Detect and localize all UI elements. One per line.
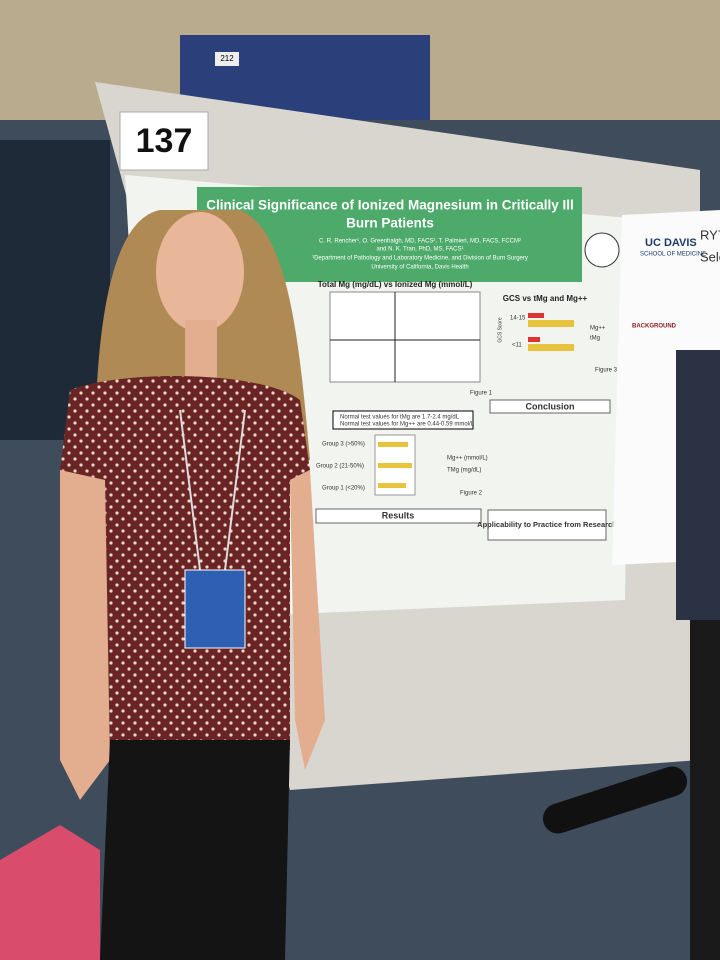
legend: tMg [590, 336, 600, 342]
badge [184, 569, 246, 649]
bar [528, 313, 544, 318]
section-title: Conclusion [526, 401, 575, 411]
bar [528, 337, 540, 342]
legend: TMg (mg/dL) [447, 468, 481, 474]
arm [60, 470, 110, 800]
legend: Mg++ [590, 326, 606, 332]
number: 137 [136, 122, 193, 160]
authors: C. R. Rencher¹, O. Greenhalgh, MD, FACS²… [319, 239, 521, 245]
authors: and N. K. Tran, PhD, MS, FACS¹ [376, 247, 463, 253]
group-label: Group 3 (>50%) [322, 442, 365, 448]
figure-title: GCS vs tMg and Mg++ [503, 294, 588, 303]
heading: BACKGROUND [632, 324, 677, 330]
caption: Figure 3 [595, 368, 618, 374]
group-label: Group 2 (21-50%) [316, 464, 364, 470]
section-title: Applicability to Practice from Research [477, 520, 617, 529]
backpack [0, 825, 100, 960]
university: University of California, Davis Health [371, 265, 468, 271]
bar [378, 483, 406, 488]
legend: Mg++ (mmol/L) [447, 456, 488, 462]
section-header [489, 399, 611, 414]
pants [100, 740, 290, 960]
title-fragment: RY7 [700, 227, 720, 242]
normal-text: Normal test values for Mg++ are 0.44-0.5… [340, 422, 475, 428]
bystander-legs [690, 620, 720, 960]
axis-label: GCS Score [497, 317, 503, 343]
category: 14-15 [510, 316, 526, 322]
logo: UC DAVIS [645, 237, 697, 249]
lanyard [179, 409, 201, 571]
normals-box [332, 410, 474, 430]
bar [528, 344, 574, 351]
category: <11 [512, 343, 522, 349]
bar [528, 320, 574, 327]
face [156, 212, 244, 332]
subtitle-fragment: Sele [700, 249, 720, 264]
section-sign: 212 [220, 54, 234, 63]
lanyard [224, 409, 246, 571]
bar [378, 442, 408, 447]
bar [378, 463, 412, 468]
figure-title: Total Mg (mg/dL) vs Ionized Mg (mmol/L) [318, 280, 473, 289]
number-sign [119, 111, 209, 171]
shirt [60, 376, 310, 755]
section-title: Results [382, 510, 415, 520]
neck [185, 320, 217, 380]
section-header [487, 509, 607, 541]
poster-title: Burn Patients [346, 216, 434, 231]
bystander [676, 350, 720, 620]
seal [584, 232, 620, 268]
poster-tube [542, 766, 688, 834]
caption: Figure 2 [460, 491, 483, 497]
caption: Figure 1 [470, 391, 493, 397]
normal-text: Normal test values for tMg are 1.7-2.4 m… [340, 415, 460, 421]
arm [290, 470, 325, 770]
group-label: Group 1 (<20%) [322, 486, 365, 492]
scatter-plot [329, 291, 481, 383]
school: SCHOOL OF MEDICINE [640, 252, 706, 258]
affiliation: ¹Department of Pathology and Laboratory … [312, 256, 528, 262]
poster-title: Clinical Significance of Ionized Magnesi… [206, 198, 574, 213]
section-sign-bg [215, 52, 239, 66]
section-header [315, 508, 482, 524]
